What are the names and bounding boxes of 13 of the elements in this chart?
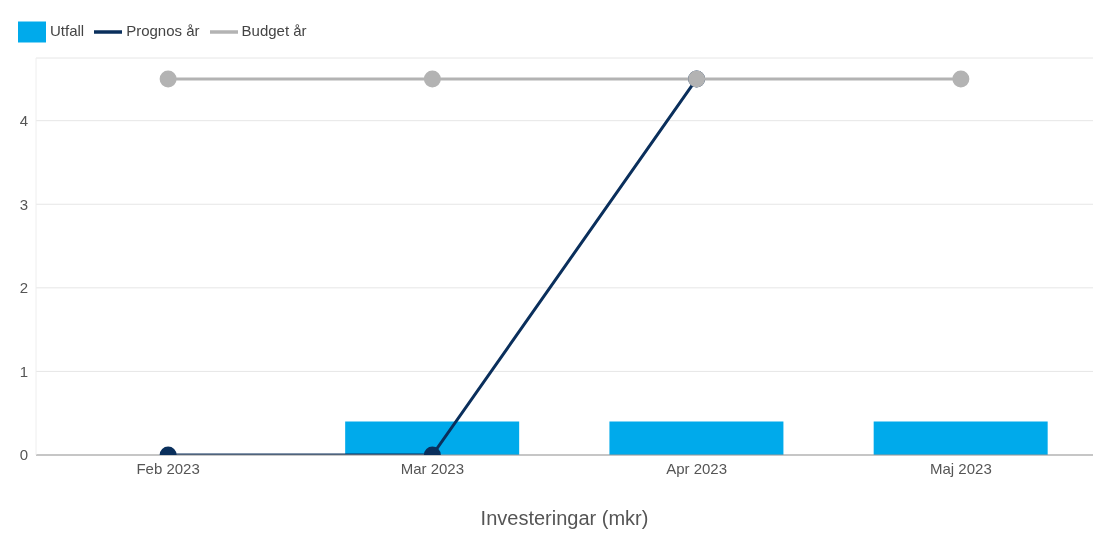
y-tick-label: 0 — [19, 446, 28, 464]
x-tick-label: Mar 2023 — [400, 459, 465, 477]
x-axis-title: Investeringar (mkr) — [480, 507, 649, 529]
legend-label: Budget år — [241, 21, 307, 39]
y-tick-label: 3 — [19, 195, 28, 213]
legend-label: Prognos år — [126, 21, 200, 39]
y-tick-label: 4 — [19, 112, 28, 130]
y-tick-label: 2 — [19, 279, 28, 297]
legend-label: Utfall — [50, 21, 85, 39]
x-tick-label: Feb 2023 — [136, 459, 200, 477]
y-tick-label: 1 — [19, 362, 28, 380]
x-tick-label: Apr 2023 — [666, 459, 728, 477]
x-tick-label: Maj 2023 — [930, 459, 992, 477]
